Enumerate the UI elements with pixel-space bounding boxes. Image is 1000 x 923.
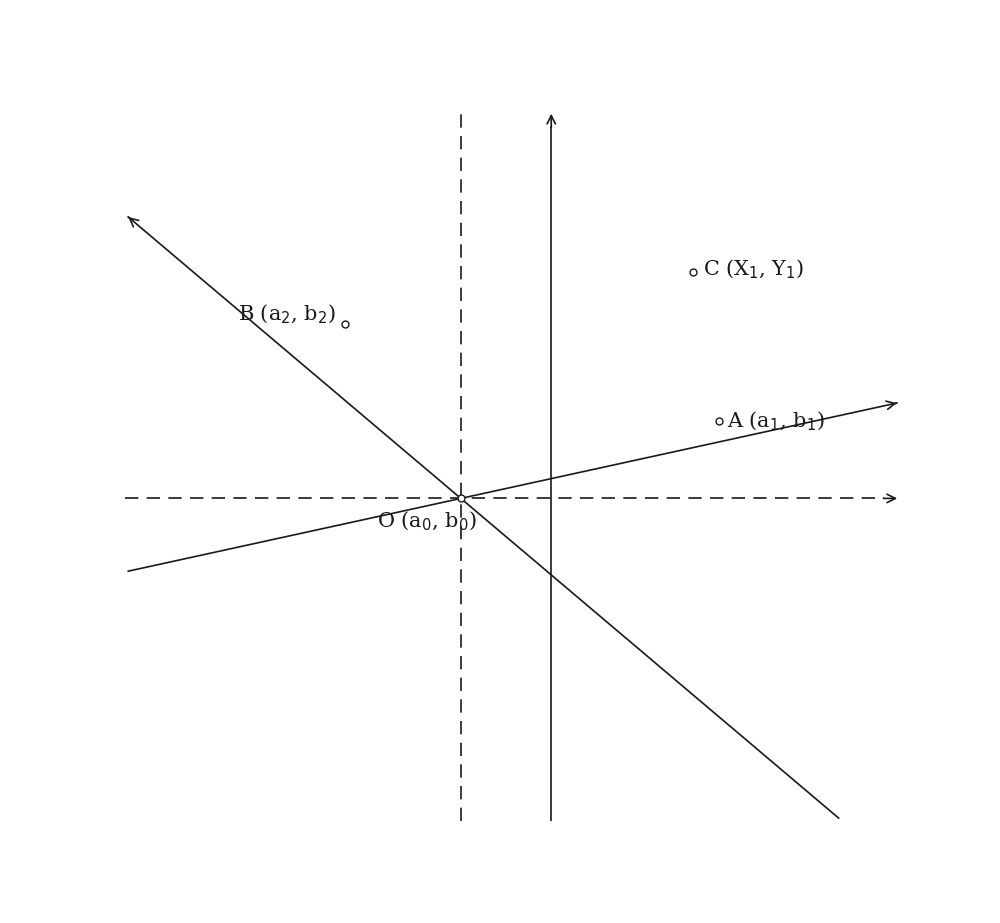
Text: B (a$_2$, b$_2$): B (a$_2$, b$_2$) — [238, 303, 336, 327]
Text: O (a$_0$, b$_0$): O (a$_0$, b$_0$) — [377, 509, 477, 533]
Text: A (a$_1$, b$_1$): A (a$_1$, b$_1$) — [727, 410, 825, 433]
Text: C (X$_1$, Y$_1$): C (X$_1$, Y$_1$) — [703, 258, 804, 282]
